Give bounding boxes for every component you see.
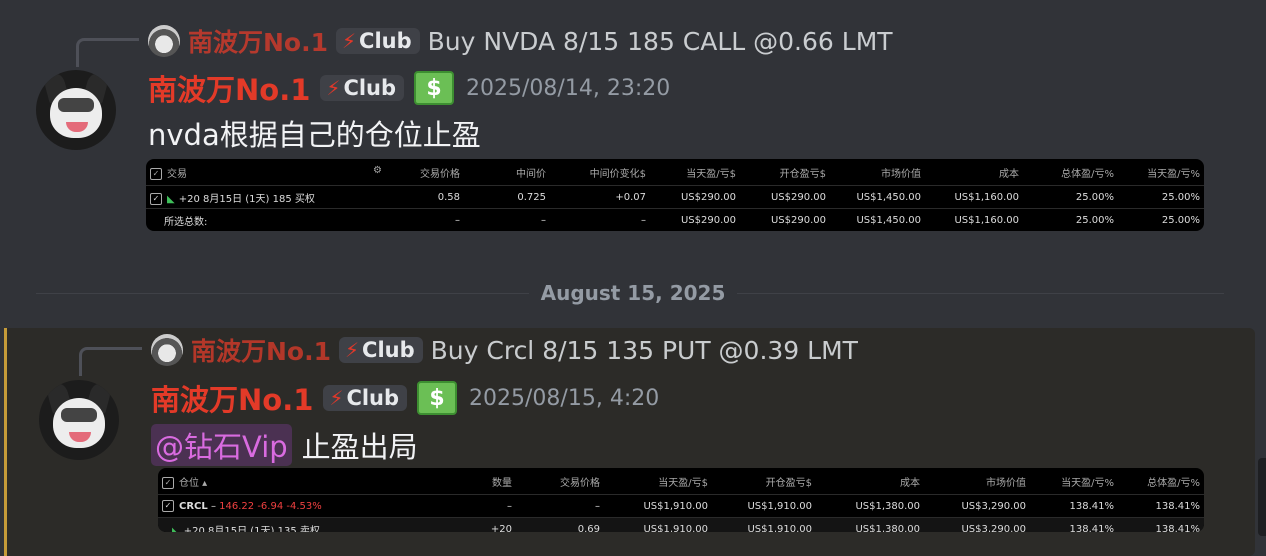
author-name[interactable]: 南波万No.1: [151, 383, 314, 417]
role-mention[interactable]: @钻石Vip: [151, 424, 292, 466]
table-row: ✓ ◣ +20 8月15日 (1天) 185 买权 0.58 0.725 +0.07…: [146, 185, 1204, 209]
scrollbar[interactable]: [1258, 458, 1266, 536]
positions-table: ✓ 交易 ⚙ 交易价格 中间价 中间价变化$ 当天盈/亏$ 开仓盈亏$ 市场价值 成…: [146, 159, 1204, 231]
positions-screenshot[interactable]: ✓ 仓位 ▴ 数量 交易价格 当天盈/亏$ 开仓盈亏$ 成本 市场价值 当天盈/亏…: [158, 468, 1204, 532]
money-icon: $: [417, 381, 458, 415]
author-name[interactable]: 南波万No.1: [148, 73, 311, 107]
message-text: @钻石Vip 止盈出局: [151, 424, 418, 466]
club-badge[interactable]: ⚡ Club: [323, 385, 408, 411]
table-header: ✓ 交易 ⚙ 交易价格 中间价 中间价变化$ 当天盈/亏$ 开仓盈亏$ 市场价值 成…: [146, 159, 1204, 186]
reply-preview[interactable]: 南波万No.1 ⚡ Club Buy NVDA 8/15 185 CALL @0.…: [148, 24, 893, 58]
reply-text[interactable]: Buy Crcl 8/15 135 PUT @0.39 LMT: [430, 335, 858, 365]
money-icon: $: [414, 71, 455, 105]
avatar[interactable]: [36, 70, 116, 150]
table-row: 所选总数: – – – US$290.00 US$290.00 US$1,450…: [146, 208, 1204, 231]
message-body: 止盈出局: [301, 430, 418, 464]
message-header: 南波万No.1 ⚡ Club $ 2025/08/14, 23:20: [148, 68, 670, 108]
check-icon: ✓: [162, 476, 174, 489]
timestamp[interactable]: 2025/08/15, 4:20: [469, 385, 660, 411]
bolt-icon: ⚡: [329, 386, 344, 410]
collapse-icon: ✓: [162, 500, 174, 512]
reply-username[interactable]: 南波万No.1: [188, 28, 328, 57]
reply-avatar[interactable]: [151, 334, 183, 366]
table-row: ✓ CRCL – 146.22 -6.94 -4.53% – – US$1,910…: [158, 494, 1204, 518]
message-1: 南波万No.1 ⚡ Club Buy NVDA 8/15 185 CALL @0.…: [0, 0, 1266, 250]
reply-club-badge[interactable]: ⚡ Club: [336, 28, 420, 54]
reply-spine: [76, 38, 139, 67]
check-icon: ✓: [150, 192, 162, 205]
reply-club-badge[interactable]: ⚡ Club: [339, 337, 423, 363]
reply-username[interactable]: 南波万No.1: [191, 337, 331, 366]
reply-avatar[interactable]: [148, 25, 180, 57]
club-badge[interactable]: ⚡ Club: [320, 75, 405, 101]
date-divider: August 15, 2025: [0, 281, 1266, 305]
timestamp[interactable]: 2025/08/14, 23:20: [466, 75, 671, 101]
table-header: ✓ 仓位 ▴ 数量 交易价格 当天盈/亏$ 开仓盈亏$ 成本 市场价值 当天盈/亏…: [158, 468, 1204, 495]
gear-icon: ⚙: [373, 164, 382, 176]
reply-preview[interactable]: 南波万No.1 ⚡ Club Buy Crcl 8/15 135 PUT @0.3…: [151, 333, 858, 367]
triangle-icon: ◣: [167, 193, 175, 205]
bolt-icon: ⚡: [345, 338, 360, 362]
positions-screenshot[interactable]: ✓ 交易 ⚙ 交易价格 中间价 中间价变化$ 当天盈/亏$ 开仓盈亏$ 市场价值 成…: [146, 159, 1204, 231]
avatar[interactable]: [39, 380, 119, 460]
message-text: nvda根据自己的仓位止盈: [148, 118, 481, 152]
table-row: ◣ +20 8月15日 (1天) 135 卖权 +20 0.69 US$1,910…: [158, 517, 1204, 533]
check-icon: ✓: [150, 167, 162, 180]
triangle-icon: ◣: [172, 525, 180, 533]
message-header: 南波万No.1 ⚡ Club $ 2025/08/15, 4:20: [151, 378, 659, 418]
bolt-icon: ⚡: [342, 29, 357, 53]
bolt-icon: ⚡: [326, 76, 341, 100]
reply-text[interactable]: Buy NVDA 8/15 185 CALL @0.66 LMT: [427, 26, 893, 56]
positions-table: ✓ 仓位 ▴ 数量 交易价格 当天盈/亏$ 开仓盈亏$ 成本 市场价值 当天盈/亏…: [158, 468, 1204, 532]
reply-spine: [79, 347, 142, 376]
